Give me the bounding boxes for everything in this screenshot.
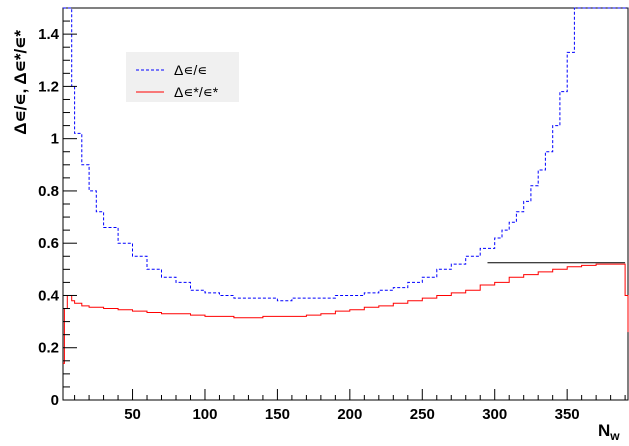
x-tick-label-100: 100 [192, 406, 217, 423]
legend-label-epsilon-star: Δ∊*/∊* [174, 84, 219, 100]
y-tick-label-7: 1.4 [38, 26, 60, 43]
series-layer [63, 7, 629, 364]
y-tick-label-2: 0.4 [38, 287, 60, 304]
y-tick-label-6: 1.2 [38, 78, 59, 95]
y-tick-label-3: 0.6 [38, 235, 59, 252]
x-axis-title-main: N [598, 421, 610, 440]
x-tick-label-150: 150 [265, 406, 290, 423]
y-tick-label-1: 0.2 [38, 340, 59, 357]
x-tick-label-250: 250 [410, 406, 435, 423]
y-tick-label-5: 1 [51, 131, 59, 148]
series-line-1 [63, 263, 629, 364]
legend-box [126, 52, 239, 102]
x-tick-label-300: 300 [482, 406, 507, 423]
x-axis-title-subscript: w [609, 429, 620, 443]
legend: Δ∊/∊ Δ∊*/∊* [126, 52, 239, 102]
y-tick-label-0: 0 [51, 392, 59, 409]
x-tick-label-350: 350 [555, 406, 580, 423]
x-axis-title: Nw [598, 421, 620, 443]
y-tick-label-4: 0.8 [38, 183, 59, 200]
x-tick-label-50: 50 [124, 406, 141, 423]
y-axis-title: Δ∊/∊, Δ∊*/∊* [11, 30, 30, 135]
x-tick-label-200: 200 [337, 406, 362, 423]
legend-label-epsilon: Δ∊/∊ [174, 62, 207, 78]
series-line-0 [63, 7, 628, 302]
axis-ticks: 50 100 150 200 250 300 350 0 0.2 0.4 0.6 0.8 1 1.2 1.4 [38, 20, 626, 423]
